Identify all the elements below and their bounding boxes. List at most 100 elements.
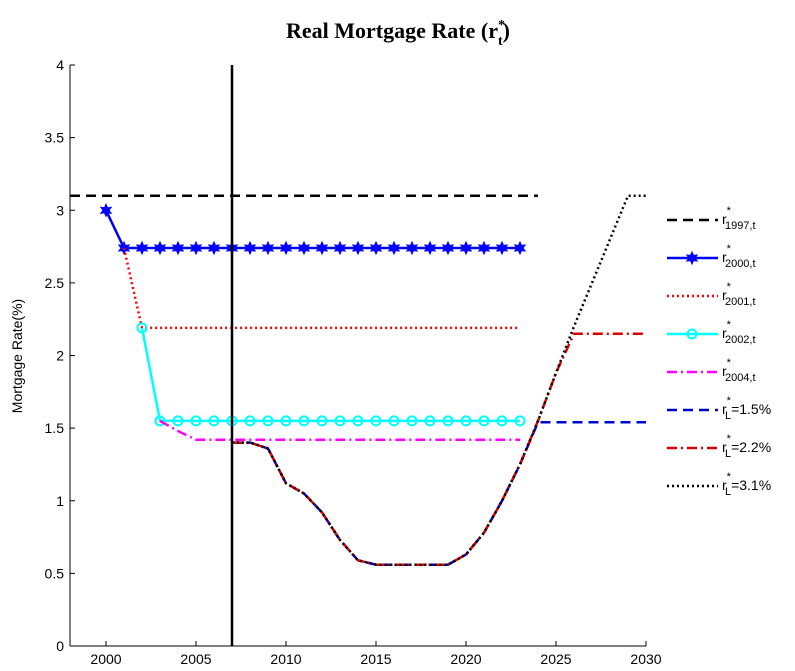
title-sup: * — [498, 18, 505, 33]
marker — [208, 415, 220, 427]
legend-base: r — [722, 211, 727, 227]
legend-label: r* 1997,t — [722, 205, 756, 232]
marker — [171, 240, 185, 256]
y-tick-label: 4 — [56, 57, 64, 73]
marker — [477, 240, 491, 256]
legend-base: r — [722, 439, 727, 455]
legend-sub: 2001,t — [725, 296, 756, 308]
y-tick-label: 1.5 — [45, 420, 65, 436]
legend-sup: * — [727, 395, 732, 407]
legend-sup: * — [727, 319, 732, 331]
marker — [333, 240, 347, 256]
legend-sub: L — [725, 410, 731, 422]
marker — [459, 240, 473, 256]
marker — [423, 240, 437, 256]
marker — [370, 415, 382, 427]
marker — [387, 240, 401, 256]
legend-marker — [686, 328, 698, 340]
legend-label: r* L=1.5% — [722, 395, 771, 422]
series-line — [104, 209, 520, 250]
x-tick-label: 2000 — [90, 651, 121, 667]
legend-sub: 2000,t — [725, 258, 756, 270]
series-line — [232, 421, 646, 566]
marker — [478, 415, 490, 427]
y-tick-label: 0.5 — [45, 565, 65, 581]
x-tick-label: 2005 — [180, 651, 211, 667]
legend-label: r* 2000,t — [722, 243, 756, 270]
marker — [297, 240, 311, 256]
y-tick-label: 0 — [56, 638, 64, 654]
marker — [406, 415, 418, 427]
chart-title: Real Mortgage Rate (r* t) — [286, 18, 510, 49]
marker — [388, 415, 400, 427]
legend-sub: L — [725, 448, 731, 460]
y-tick-label: 2.5 — [45, 275, 65, 291]
marker — [135, 240, 149, 256]
title-sub: t — [498, 34, 503, 49]
title-after: ) — [503, 18, 510, 43]
marker — [514, 415, 526, 427]
series-line — [140, 327, 520, 423]
y-tick-label: 3.5 — [45, 130, 65, 146]
marker — [279, 240, 293, 256]
marker — [154, 415, 166, 427]
marker — [460, 415, 472, 427]
legend-sup: * — [727, 243, 732, 255]
marker — [244, 415, 256, 427]
marker — [352, 415, 364, 427]
x-tick-label: 2010 — [270, 651, 301, 667]
marker — [189, 240, 203, 256]
series-line — [232, 194, 646, 566]
marker — [99, 203, 113, 218]
marker — [261, 240, 275, 256]
legend-label: r* L=3.1% — [722, 471, 771, 498]
legend-base: r — [722, 287, 727, 303]
legend-sup: * — [727, 205, 732, 217]
marker — [513, 240, 527, 256]
series-line — [122, 247, 520, 330]
legend-after: =1.5% — [731, 401, 771, 417]
legend-base: r — [722, 363, 727, 379]
legend-after: =3.1% — [731, 477, 771, 493]
marker — [315, 240, 329, 256]
marker — [136, 322, 148, 334]
series-line — [232, 332, 646, 566]
legend-sup: * — [727, 471, 732, 483]
legend-label: r* 2002,t — [722, 319, 756, 346]
marker — [495, 240, 509, 256]
legend-base: r — [722, 249, 727, 265]
legend-base: r — [722, 401, 727, 417]
legend-base: r — [722, 325, 727, 341]
marker — [442, 415, 454, 427]
marker — [424, 415, 436, 427]
marker — [243, 240, 257, 256]
x-tick-label: 2020 — [450, 651, 481, 667]
marker — [496, 415, 508, 427]
legend-base: r — [722, 477, 727, 493]
marker — [441, 240, 455, 256]
y-tick-label: 1 — [56, 493, 64, 509]
legend-marker — [685, 250, 699, 266]
legend-label: r* L=2.2% — [722, 433, 771, 460]
legend-sub: 1997,t — [725, 220, 756, 232]
legend-sup: * — [727, 433, 732, 445]
legend-label: r* 2004,t — [722, 357, 756, 384]
marker — [316, 415, 328, 427]
marker — [280, 415, 292, 427]
marker — [298, 415, 310, 427]
x-tick-label: 2030 — [630, 651, 661, 667]
legend-label: r* 2001,t — [722, 281, 756, 308]
legend-sup: * — [727, 357, 732, 369]
series-line — [159, 419, 520, 441]
y-tick-label: 2 — [56, 348, 64, 364]
legend-after: =2.2% — [731, 439, 771, 455]
x-tick-label: 2015 — [360, 651, 391, 667]
marker — [190, 415, 202, 427]
y-axis-label: Mortgage Rate(%) — [9, 299, 25, 413]
marker — [334, 415, 346, 427]
marker — [351, 240, 365, 256]
marker — [172, 415, 184, 427]
y-tick-label: 3 — [56, 202, 64, 218]
